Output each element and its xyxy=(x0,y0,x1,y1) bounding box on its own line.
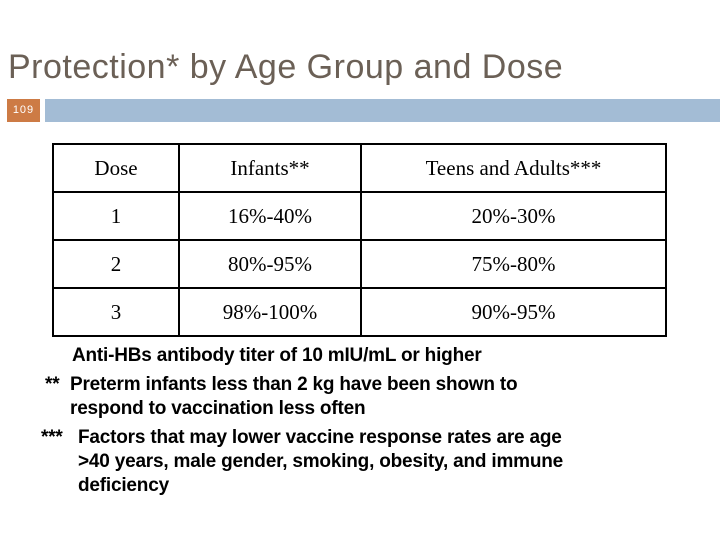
slide-title: Protection* by Age Group and Dose xyxy=(8,48,564,86)
footnote-line: deficiency xyxy=(78,475,169,496)
cell-infants: 80%-95% xyxy=(178,239,362,289)
footnote-line: >40 years, male gender, smoking, obesity… xyxy=(78,451,564,472)
cell-teens-adults: 90%-95% xyxy=(360,287,667,337)
footnotes: Anti-HBs antibody titer of 10 mIU/mL or … xyxy=(0,344,705,503)
footnote-line: Preterm infants less than 2 kg have been… xyxy=(70,374,518,395)
header-dose: Dose xyxy=(52,143,180,193)
table-row: 1 16%-40% 20%-30% xyxy=(52,191,667,241)
footnote-response-factors: *** Factors that may lower vaccine respo… xyxy=(0,426,705,498)
cell-infants: 16%-40% xyxy=(178,191,362,241)
cell-dose: 3 xyxy=(52,287,180,337)
footnote-anti-hbs: Anti-HBs antibody titer of 10 mIU/mL or … xyxy=(0,344,705,368)
footnote-line: respond to vaccination less often xyxy=(70,398,366,419)
protection-table: Dose Infants** Teens and Adults*** 1 16%… xyxy=(52,143,667,337)
table-row: 3 98%-100% 90%-95% xyxy=(52,287,667,337)
cell-infants: 98%-100% xyxy=(178,287,362,337)
footnote-preterm-infants: ** Preterm infants less than 2 kg have b… xyxy=(0,373,705,421)
header-teens-adults: Teens and Adults*** xyxy=(360,143,667,193)
table-row: 2 80%-95% 75%-80% xyxy=(52,239,667,289)
table-header-row: Dose Infants** Teens and Adults*** xyxy=(52,143,667,193)
footnote-marker: ** xyxy=(45,374,60,395)
footnote-line: Factors that may lower vaccine response … xyxy=(78,427,562,448)
cell-teens-adults: 75%-80% xyxy=(360,239,667,289)
cell-dose: 2 xyxy=(52,239,180,289)
title-accent-bar xyxy=(45,99,720,122)
slide-number-badge: 109 xyxy=(7,99,40,122)
footnote-marker: *** xyxy=(41,427,63,448)
cell-teens-adults: 20%-30% xyxy=(360,191,667,241)
header-infants: Infants** xyxy=(178,143,362,193)
cell-dose: 1 xyxy=(52,191,180,241)
footnote-line: Anti-HBs antibody titer of 10 mIU/mL or … xyxy=(72,345,482,366)
